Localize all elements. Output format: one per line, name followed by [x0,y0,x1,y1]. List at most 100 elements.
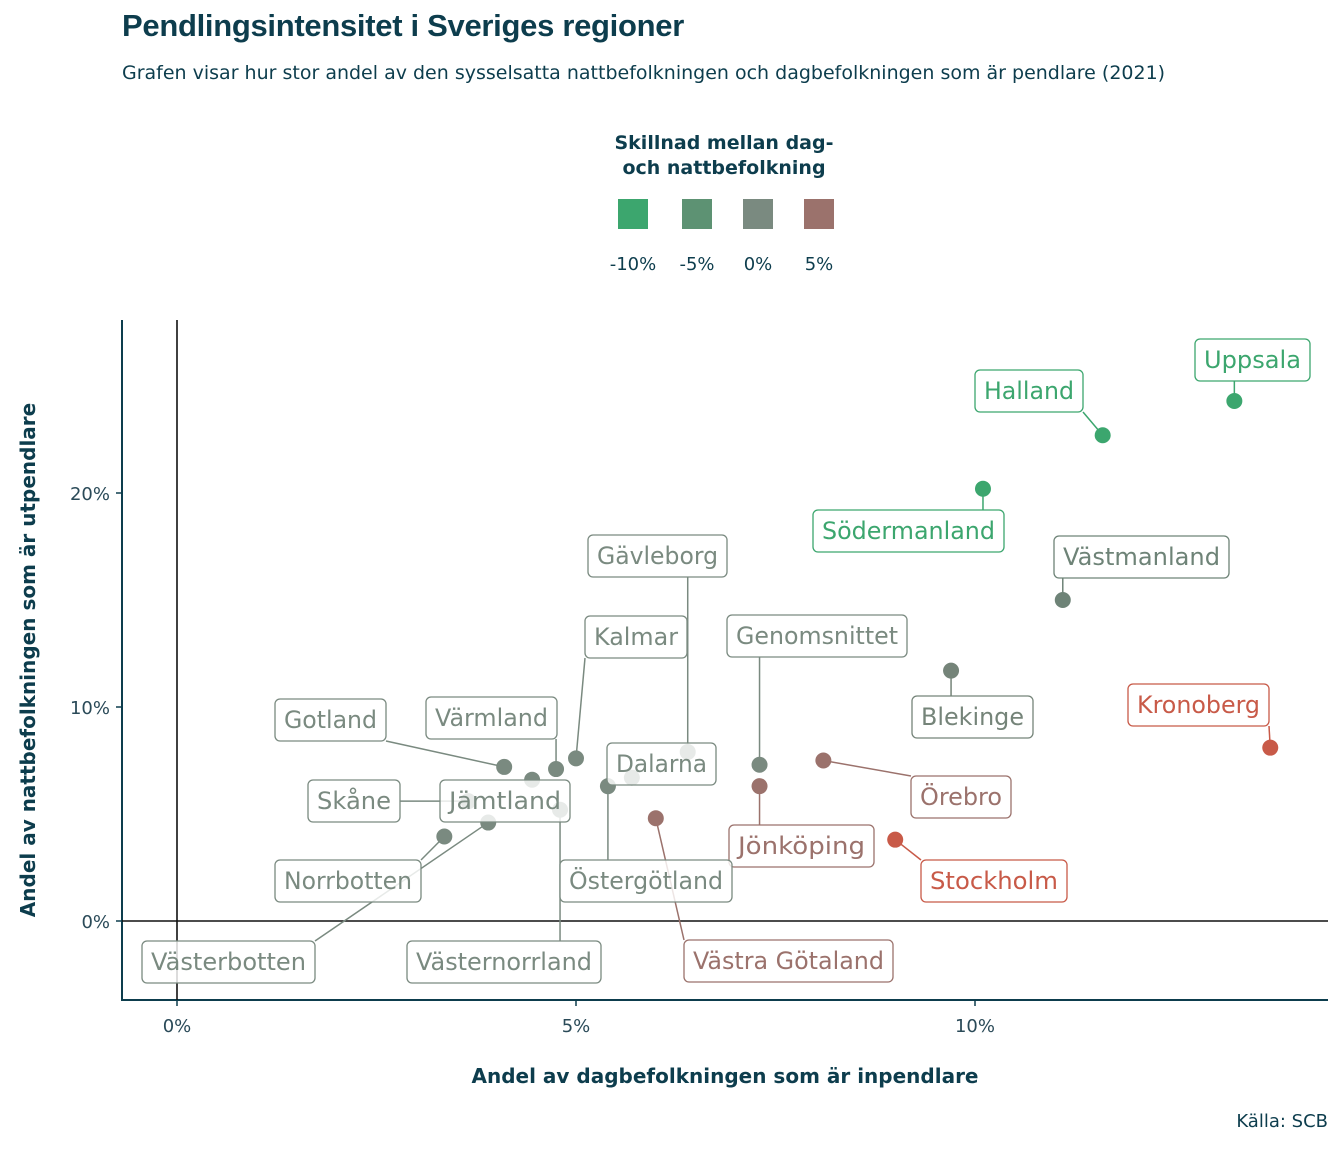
point-label-genomsnittet: Genomsnittet [726,614,908,658]
label-text: Västmanland [1063,543,1220,571]
x-tick-label: 10% [955,1016,995,1037]
point-label-sk-ne: Skåne [307,779,401,823]
legend-swatch [804,199,834,229]
label-box [274,859,422,903]
label-text: Västernorrland [416,948,592,976]
point-kronoberg[interactable] [1262,739,1279,756]
point-v-stmanland[interactable] [1054,592,1071,608]
point-label-kronoberg: Kronoberg [1127,683,1270,727]
point-label-stockholm: Stockholm [920,859,1068,903]
legend-title-line-2: och nattbefolkning [622,157,825,179]
point--rebro[interactable] [815,752,832,769]
point-v-stra-g-taland[interactable] [647,810,664,827]
plot-area: 0% 5% 10% 0% 10% 20% Uppsala Halland Södermanla… [70,320,1328,1037]
label-text: Värmland [435,704,548,732]
label-text: Gävleborg [597,542,718,570]
point-v-rmland[interactable] [548,761,565,778]
legend-label: -10% [610,254,657,275]
point-label--sterg-tland: Östergötland [559,859,733,903]
label-text: Halland [984,377,1074,405]
point-label-blekinge: Blekinge [911,695,1034,739]
x-axis-title: Andel av dagbefolkningen som är inpendla… [471,1064,978,1088]
point-halland[interactable] [1094,427,1111,444]
point-label-s-dermanland: Södermanland [812,509,1005,553]
point-label-v-stra-g-taland: Västra Götaland [683,939,894,983]
y-tick-label: 0% [81,912,110,933]
label-text: Skåne [317,786,391,815]
label-box [1053,535,1230,579]
label-text: Västra Götaland [693,947,884,975]
point-label-j-mtland: Jämtland [439,779,571,823]
point-kalmar[interactable] [568,750,584,767]
connector-gotland [385,740,505,768]
point-label-uppsala: Uppsala [1194,338,1311,382]
label-box [587,534,728,578]
point-gotland[interactable] [496,758,513,775]
point-label-g-vleborg: Gävleborg [587,534,728,578]
legend-title-line-1: Skillnad mellan dag- [614,132,833,154]
label-box [1194,338,1311,382]
point-s-dermanland[interactable] [974,480,991,497]
chart-title: Pendlingsintensitet i Sveriges regioner [122,8,684,43]
label-text: Jämtland [447,787,561,815]
point-norrbotten[interactable] [436,828,453,845]
point-blekinge[interactable] [943,662,960,679]
y-tick-label: 10% [70,698,110,719]
label-text: Blekinge [921,703,1024,731]
legend-label: -5% [679,254,714,275]
legend-swatch [743,199,773,229]
point-label-gotland: Gotland [274,698,387,742]
label-text: Dalarna [616,750,707,778]
point-label-dalarna: Dalarna [606,742,717,786]
point-label-j-nk-ping: Jönköping [728,824,875,868]
label-box [307,779,401,823]
point-stockholm[interactable] [887,831,904,848]
point-label-halland: Halland [974,369,1084,413]
source-caption: Källa: SCB [1236,1111,1328,1132]
chart-subtitle: Grafen visar hur stor andel av den sysse… [122,62,1166,84]
legend-swatch [682,199,712,229]
label-box [911,695,1034,739]
label-box [683,939,894,983]
label-box [584,615,688,659]
label-box [606,742,717,786]
label-text: Örebro [920,782,1002,811]
label-box [439,779,571,823]
legend-swatch [618,199,648,229]
point-label-v-stmanland: Västmanland [1053,535,1230,579]
label-box [141,940,316,984]
x-tick-label: 5% [562,1016,591,1037]
label-text: Genomsnittet [736,622,898,650]
point-label-kalmar: Kalmar [584,615,688,659]
label-box [274,698,387,742]
label-text: Uppsala [1204,346,1301,374]
y-axis-title: Andel av nattbefolkningen som är utpendl… [16,403,40,917]
label-box [559,859,733,903]
label-box [910,775,1012,819]
label-box [812,509,1005,553]
label-text: Södermanland [822,517,995,545]
point-label-norrbotten: Norrbotten [274,859,422,903]
legend: Skillnad mellan dag- och nattbefolkning … [610,132,834,275]
label-box [1127,683,1270,727]
point-genomsnittet[interactable] [751,756,768,773]
label-text: Kronoberg [1137,691,1260,719]
label-text: Norrbotten [284,867,412,895]
legend-label: 0% [744,254,773,275]
point-label-v-sternorrland: Västernorrland [406,940,602,984]
label-box [425,696,558,740]
connector-kalmar [575,657,586,759]
label-box [726,614,908,658]
label-text: Östergötland [569,866,723,895]
point-uppsala[interactable] [1226,392,1243,409]
y-tick-label: 20% [70,484,110,505]
label-text: Jönköping [736,832,865,860]
x-tick-label: 0% [163,1016,192,1037]
point-label-v-sterbotten: Västerbotten [141,940,316,984]
connector--rebro [823,759,912,777]
label-text: Stockholm [930,867,1058,895]
label-box [406,940,602,984]
point-j-nk-ping[interactable] [751,778,768,795]
legend-label: 5% [805,254,834,275]
